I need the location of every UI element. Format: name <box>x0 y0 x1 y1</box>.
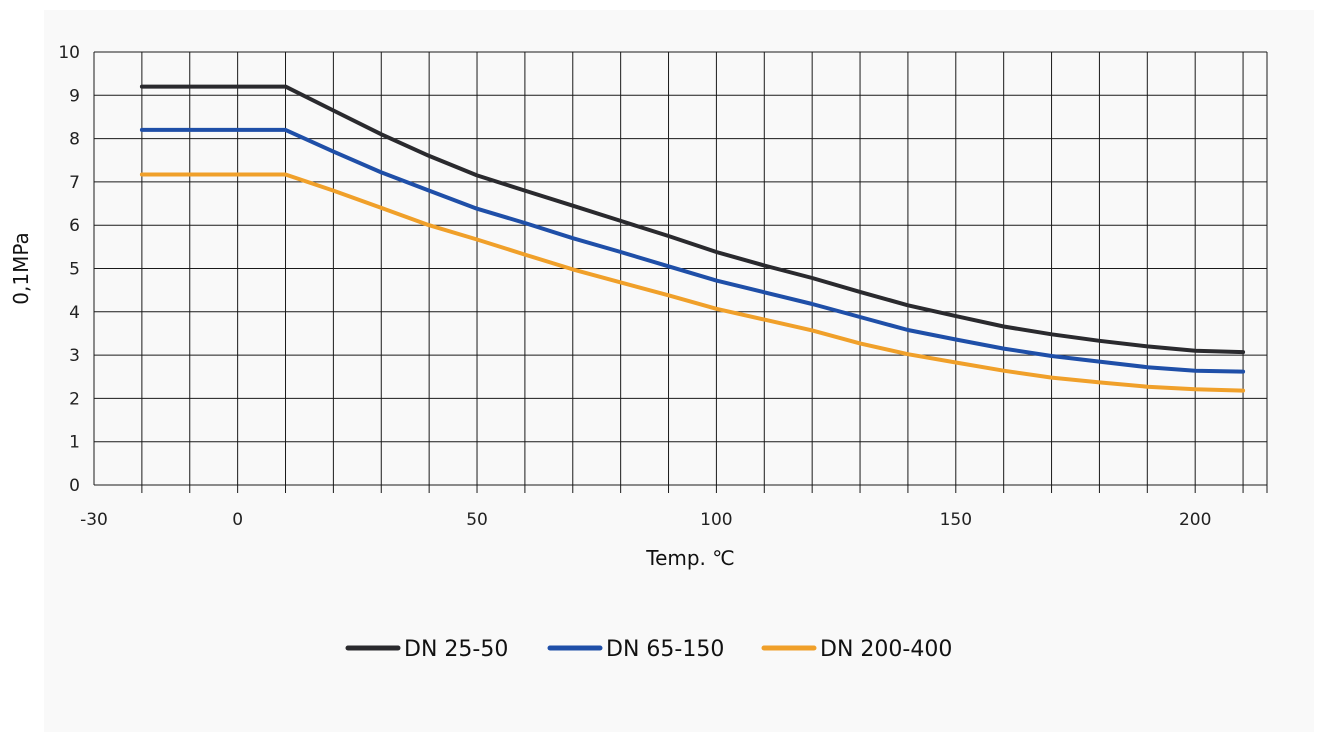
legend-label: DN 200-400 <box>820 637 952 662</box>
y-tick-label: 2 <box>69 389 80 409</box>
y-tick-label: 1 <box>69 433 80 453</box>
x-tick-label: 100 <box>700 510 732 530</box>
legend: DN 25-50 DN 65-150 DN 200-400 <box>345 637 952 662</box>
x-tick-labels: -30 0 50 100 150 200 <box>80 510 1211 530</box>
series-line <box>139 172 1246 393</box>
x-tick-label: 0 <box>232 510 243 530</box>
legend-label: DN 65-150 <box>606 637 724 662</box>
legend-label: DN 25-50 <box>404 637 508 662</box>
series-line <box>139 84 1246 355</box>
x-tick-label: 50 <box>466 510 488 530</box>
y-tick-label: 0 <box>69 476 80 496</box>
series-line <box>139 127 1246 374</box>
y-tick-label: 5 <box>69 260 80 280</box>
y-tick-label: 3 <box>69 346 80 366</box>
y-tick-label: 4 <box>69 303 80 323</box>
grid <box>93 51 1268 493</box>
y-tick-label: 10 <box>58 43 80 63</box>
x-tick-label: 150 <box>940 510 972 530</box>
series-lines <box>139 84 1246 393</box>
x-tick-label: -30 <box>80 510 108 530</box>
y-axis-title: 0,1MPa <box>9 232 33 304</box>
chart-panel: 0 1 2 3 4 5 6 7 8 9 10 -30 0 50 100 150 200 Temp. ℃ 0,1… <box>9 10 1314 732</box>
y-tick-label: 8 <box>69 130 80 150</box>
y-tick-label: 7 <box>69 173 80 193</box>
x-tick-label: 200 <box>1179 510 1211 530</box>
y-tick-label: 6 <box>69 216 80 236</box>
y-tick-label: 9 <box>69 86 80 106</box>
y-tick-labels: 0 1 2 3 4 5 6 7 8 9 10 <box>58 43 80 496</box>
x-axis-title: Temp. ℃ <box>645 546 734 570</box>
